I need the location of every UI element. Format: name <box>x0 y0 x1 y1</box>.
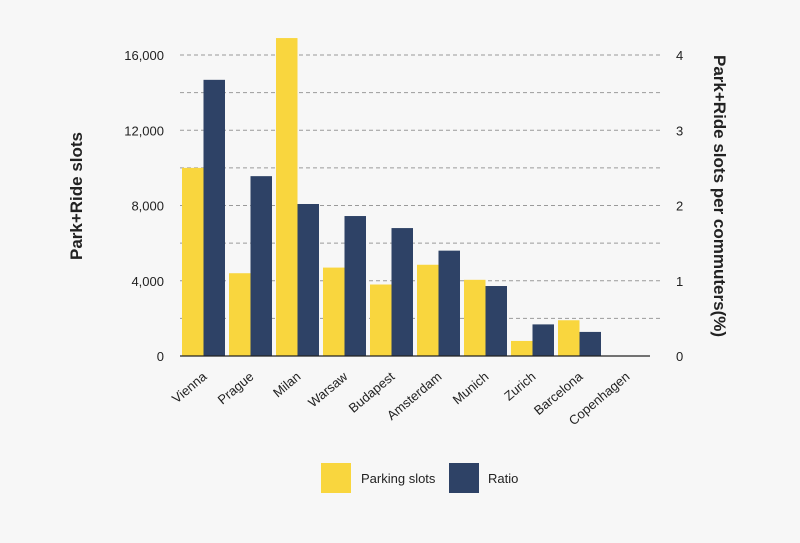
bar-parking-slots-prague <box>229 273 251 356</box>
legend-swatch-ratio <box>449 463 479 493</box>
bar-ratio-amsterdam <box>438 250 460 356</box>
x-tick-label: Prague <box>215 369 257 407</box>
bar-ratio-warsaw <box>344 216 366 356</box>
y2-tick-label: 0 <box>676 349 683 364</box>
bar-parking-slots-warsaw <box>323 267 345 356</box>
y-tick-label: 12,000 <box>124 123 164 138</box>
y-tick-label: 8,000 <box>131 199 164 214</box>
bar-ratio-zurich <box>532 324 554 356</box>
bar-ratio-prague <box>250 176 272 356</box>
bar-ratio-budapest <box>391 228 413 356</box>
y2-axis-ticks: 0 1 2 3 4 <box>676 48 683 364</box>
x-tick-label: Milan <box>270 369 303 400</box>
bar-parking-slots-milan <box>276 38 298 356</box>
legend-label-parking-slots: Parking slots <box>361 471 436 486</box>
legend-label-ratio: Ratio <box>488 471 518 486</box>
x-tick-label: Vienna <box>169 368 210 406</box>
x-axis-ticks: Vienna Prague Milan WarsawBudapestAmsterdam… <box>169 368 632 428</box>
y2-tick-label: 2 <box>676 199 683 214</box>
y2-tick-label: 4 <box>676 48 683 63</box>
x-tick-label: Munich <box>450 369 492 407</box>
bar-ratio-munich <box>485 286 507 356</box>
bar-parking-slots-barcelona <box>558 320 580 356</box>
bar-parking-slots-munich <box>464 279 486 356</box>
y-tick-label: 0 <box>157 349 164 364</box>
bar-ratio-vienna <box>203 79 225 357</box>
x-tick-label: Zurich <box>501 369 538 404</box>
bar-ratio-milan <box>297 203 319 356</box>
legend-swatch-parking-slots <box>321 463 351 493</box>
y2-axis-title: Park+Ride slots per commuters(%) <box>710 55 729 337</box>
bar-parking-slots-budapest <box>370 284 392 356</box>
y-tick-label: 16,000 <box>124 48 164 63</box>
bar-parking-slots-amsterdam <box>417 264 439 356</box>
bar-parking-slots-zurich <box>511 340 533 356</box>
y2-tick-label: 3 <box>676 123 683 138</box>
y-tick-label: 4,000 <box>131 274 164 289</box>
y-axis-ticks: 0 4,000 8,000 12,000 16,000 <box>124 48 164 364</box>
bar-parking-slots-vienna <box>182 167 204 356</box>
legend: Parking slots Ratio <box>321 463 518 493</box>
y2-tick-label: 1 <box>676 274 683 289</box>
bars-layer <box>182 38 601 357</box>
y-axis-title: Park+Ride slots <box>67 132 86 260</box>
x-tick-label: Warsaw <box>305 368 351 410</box>
bar-ratio-barcelona <box>579 331 601 356</box>
